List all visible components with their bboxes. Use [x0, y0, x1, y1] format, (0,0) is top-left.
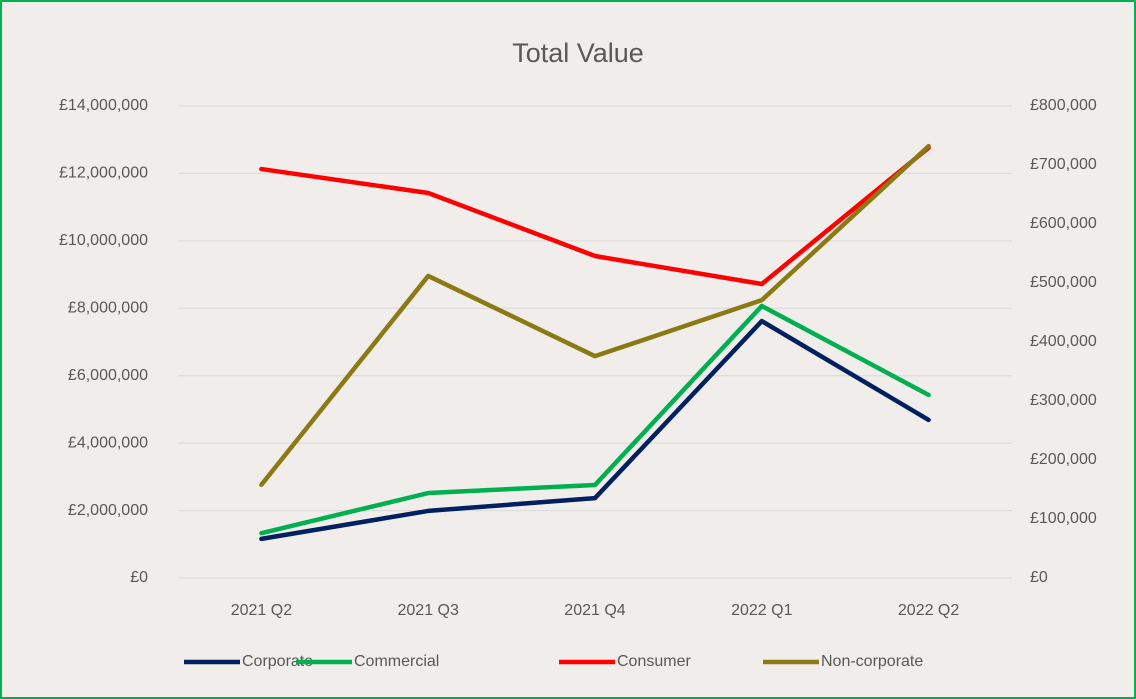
legend-label: Corporate [242, 653, 313, 670]
y2-tick-label: £100,000 [1030, 510, 1097, 527]
y2-tick-label: £300,000 [1030, 392, 1097, 409]
y-tick-label: £14,000,000 [59, 97, 148, 114]
y-tick-label: £6,000,000 [68, 367, 148, 384]
x-tick-label: 2021 Q2 [231, 602, 292, 619]
y2-tick-label: £800,000 [1030, 97, 1097, 114]
y-tick-label: £8,000,000 [68, 300, 148, 317]
x-tick-label: 2022 Q1 [731, 602, 792, 619]
y2-tick-label: £700,000 [1030, 156, 1097, 173]
y2-tick-label: £200,000 [1030, 451, 1097, 468]
y2-tick-label: £500,000 [1030, 274, 1097, 291]
legend-label: Non-corporate [821, 653, 923, 670]
legend-label: Consumer [617, 653, 691, 670]
y-tick-label: £12,000,000 [59, 165, 148, 182]
legend-label: Commercial [354, 653, 439, 670]
series-line [259, 143, 931, 488]
x-tick-label: 2021 Q3 [398, 602, 459, 619]
y2-tick-label: £0 [1030, 569, 1048, 586]
series-line [259, 145, 931, 287]
chart-title: Total Value [512, 38, 644, 68]
series-line [259, 318, 931, 542]
y-tick-label: £2,000,000 [68, 502, 148, 519]
x-tick-label: 2021 Q4 [564, 602, 625, 619]
y-tick-label: £10,000,000 [59, 232, 148, 249]
series-line [259, 303, 931, 536]
y-tick-label: £4,000,000 [68, 434, 148, 451]
y2-tick-label: £600,000 [1030, 215, 1097, 232]
y-tick-label: £0 [130, 569, 148, 586]
x-tick-label: 2022 Q2 [898, 602, 959, 619]
y2-tick-label: £400,000 [1030, 333, 1097, 350]
